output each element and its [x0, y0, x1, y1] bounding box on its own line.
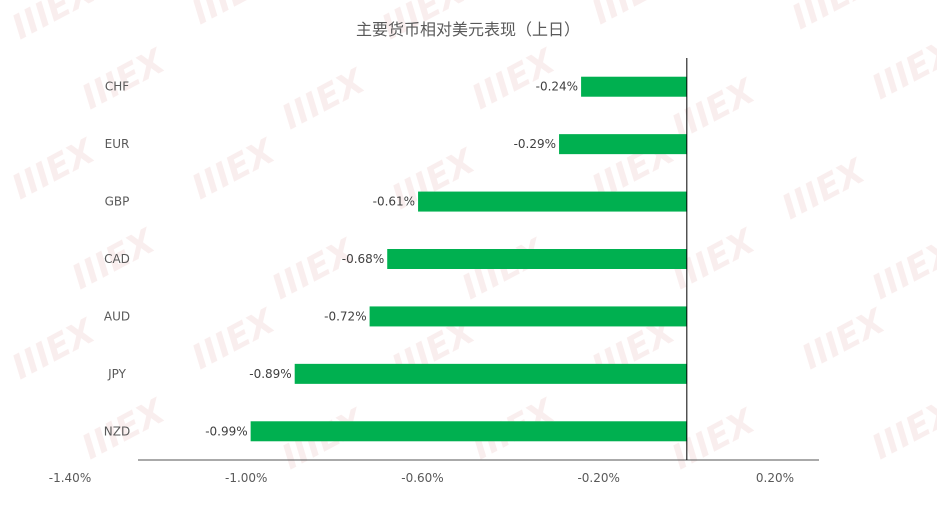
bar-jpy [294, 363, 687, 384]
data-labels: -0.24% -0.29% -0.61% -0.68% -0.72% -0.89% -0.9… [205, 80, 578, 439]
category-label-cad: CAD [104, 252, 130, 266]
data-label-chf: -0.24% [536, 80, 578, 94]
chart-title: 主要货币相对美元表现（上日） [356, 20, 580, 39]
bar-eur [559, 134, 687, 155]
watermark-logo: IIIEX [865, 391, 937, 468]
category-label-gbp: GBP [105, 195, 130, 209]
x-tick-label: -1.40% [49, 471, 91, 485]
x-tick-label: -1.00% [225, 471, 267, 485]
watermark-logo: IIIEX [865, 31, 937, 108]
category-label-aud: AUD [104, 309, 130, 323]
watermark-logo: IIIEX [865, 231, 937, 308]
data-label-nzd: -0.99% [205, 424, 247, 438]
watermark-logo: IIIEX [185, 131, 283, 208]
x-tick-label: -0.20% [577, 471, 619, 485]
x-tick-label: -0.60% [401, 471, 443, 485]
bar-aud [369, 306, 687, 327]
watermark-logo: IIIEX [585, 0, 683, 33]
watermark-logo: IIIEX [185, 0, 283, 33]
bar-chf [581, 76, 687, 97]
data-label-aud: -0.72% [324, 309, 366, 323]
category-label-nzd: NZD [104, 424, 130, 438]
data-label-eur: -0.29% [514, 137, 556, 151]
category-label-chf: CHF [105, 80, 129, 94]
watermark-logo: IIIEX [275, 61, 373, 138]
bar-cad [387, 249, 687, 269]
watermark-logo: IIIEX [5, 311, 103, 388]
data-label-cad: -0.68% [342, 252, 384, 266]
x-tick-labels: -1.40% -1.00% -0.60% -0.20% 0.20% [49, 471, 794, 485]
data-label-jpy: -0.89% [249, 367, 291, 381]
category-label-eur: EUR [105, 137, 130, 151]
watermark-logo: IIIEX [795, 301, 893, 378]
data-label-gbp: -0.61% [373, 195, 415, 209]
watermark-logo: IIIEX [785, 0, 883, 38]
watermark-logo: IIIEX [455, 231, 553, 308]
bar-group [250, 76, 687, 442]
watermark-logo: IIIEX [265, 231, 363, 308]
x-tick-label: 0.20% [756, 471, 794, 485]
bar-gbp [418, 191, 687, 212]
bar-nzd [250, 421, 687, 442]
category-label-jpy: JPY [107, 367, 127, 381]
watermark-logo: IIIEX [775, 151, 873, 228]
watermark-logo: IIIEX [5, 131, 103, 208]
category-labels: CHF EUR GBP CAD AUD JPY NZD [104, 80, 130, 439]
watermark-logo: IIIEX [5, 0, 103, 48]
